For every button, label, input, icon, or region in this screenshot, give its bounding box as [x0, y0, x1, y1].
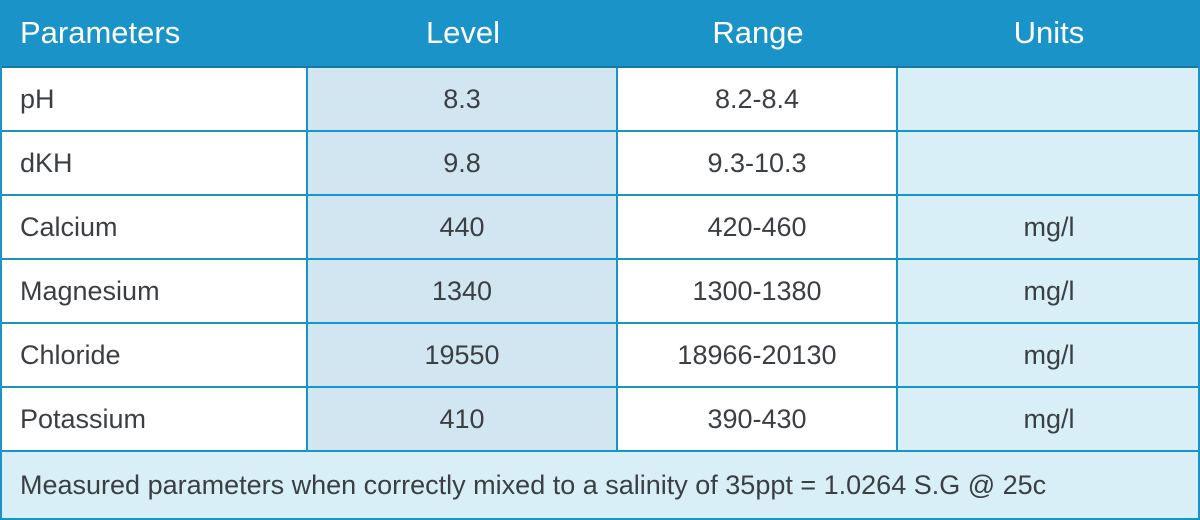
table-row: Magnesium 1340 1300-1380 mg/l — [0, 260, 1200, 324]
level-cell: 440 — [308, 196, 618, 258]
parameter-cell: pH — [0, 68, 308, 130]
level-cell: 8.3 — [308, 68, 618, 130]
header-level: Level — [425, 15, 501, 50]
table-row: dKH 9.8 9.3-10.3 — [0, 132, 1200, 196]
table-row: Potassium 410 390-430 mg/l — [0, 388, 1200, 452]
table-footnote: Measured parameters when correctly mixed… — [0, 452, 1200, 520]
footnote-text: Measured parameters when correctly mixed… — [20, 470, 1047, 500]
parameter-cell: Magnesium — [0, 260, 308, 322]
table-header: Parameters Level Range Units — [0, 0, 1200, 68]
level-cell: 410 — [308, 388, 618, 450]
parameter-cell: Potassium — [0, 388, 308, 450]
level-cell: 19550 — [308, 324, 618, 386]
units-cell: mg/l — [898, 324, 1200, 386]
units-cell — [898, 132, 1200, 194]
header-parameters: Parameters — [20, 15, 181, 50]
header-units: Units — [1013, 15, 1085, 50]
table-row: pH 8.3 8.2-8.4 — [0, 68, 1200, 132]
range-cell: 18966-20130 — [618, 324, 898, 386]
parameter-cell: Calcium — [0, 196, 308, 258]
units-cell — [898, 68, 1200, 130]
range-cell: 9.3-10.3 — [618, 132, 898, 194]
parameter-cell: Chloride — [0, 324, 308, 386]
level-cell: 1340 — [308, 260, 618, 322]
range-cell: 1300-1380 — [618, 260, 898, 322]
range-cell: 390-430 — [618, 388, 898, 450]
parameter-cell: dKH — [0, 132, 308, 194]
range-cell: 420-460 — [618, 196, 898, 258]
header-range: Range — [712, 15, 804, 50]
table-row: Calcium 440 420-460 mg/l — [0, 196, 1200, 260]
units-cell: mg/l — [898, 388, 1200, 450]
level-cell: 9.8 — [308, 132, 618, 194]
units-cell: mg/l — [898, 260, 1200, 322]
units-cell: mg/l — [898, 196, 1200, 258]
range-cell: 8.2-8.4 — [618, 68, 898, 130]
table-row: Chloride 19550 18966-20130 mg/l — [0, 324, 1200, 388]
